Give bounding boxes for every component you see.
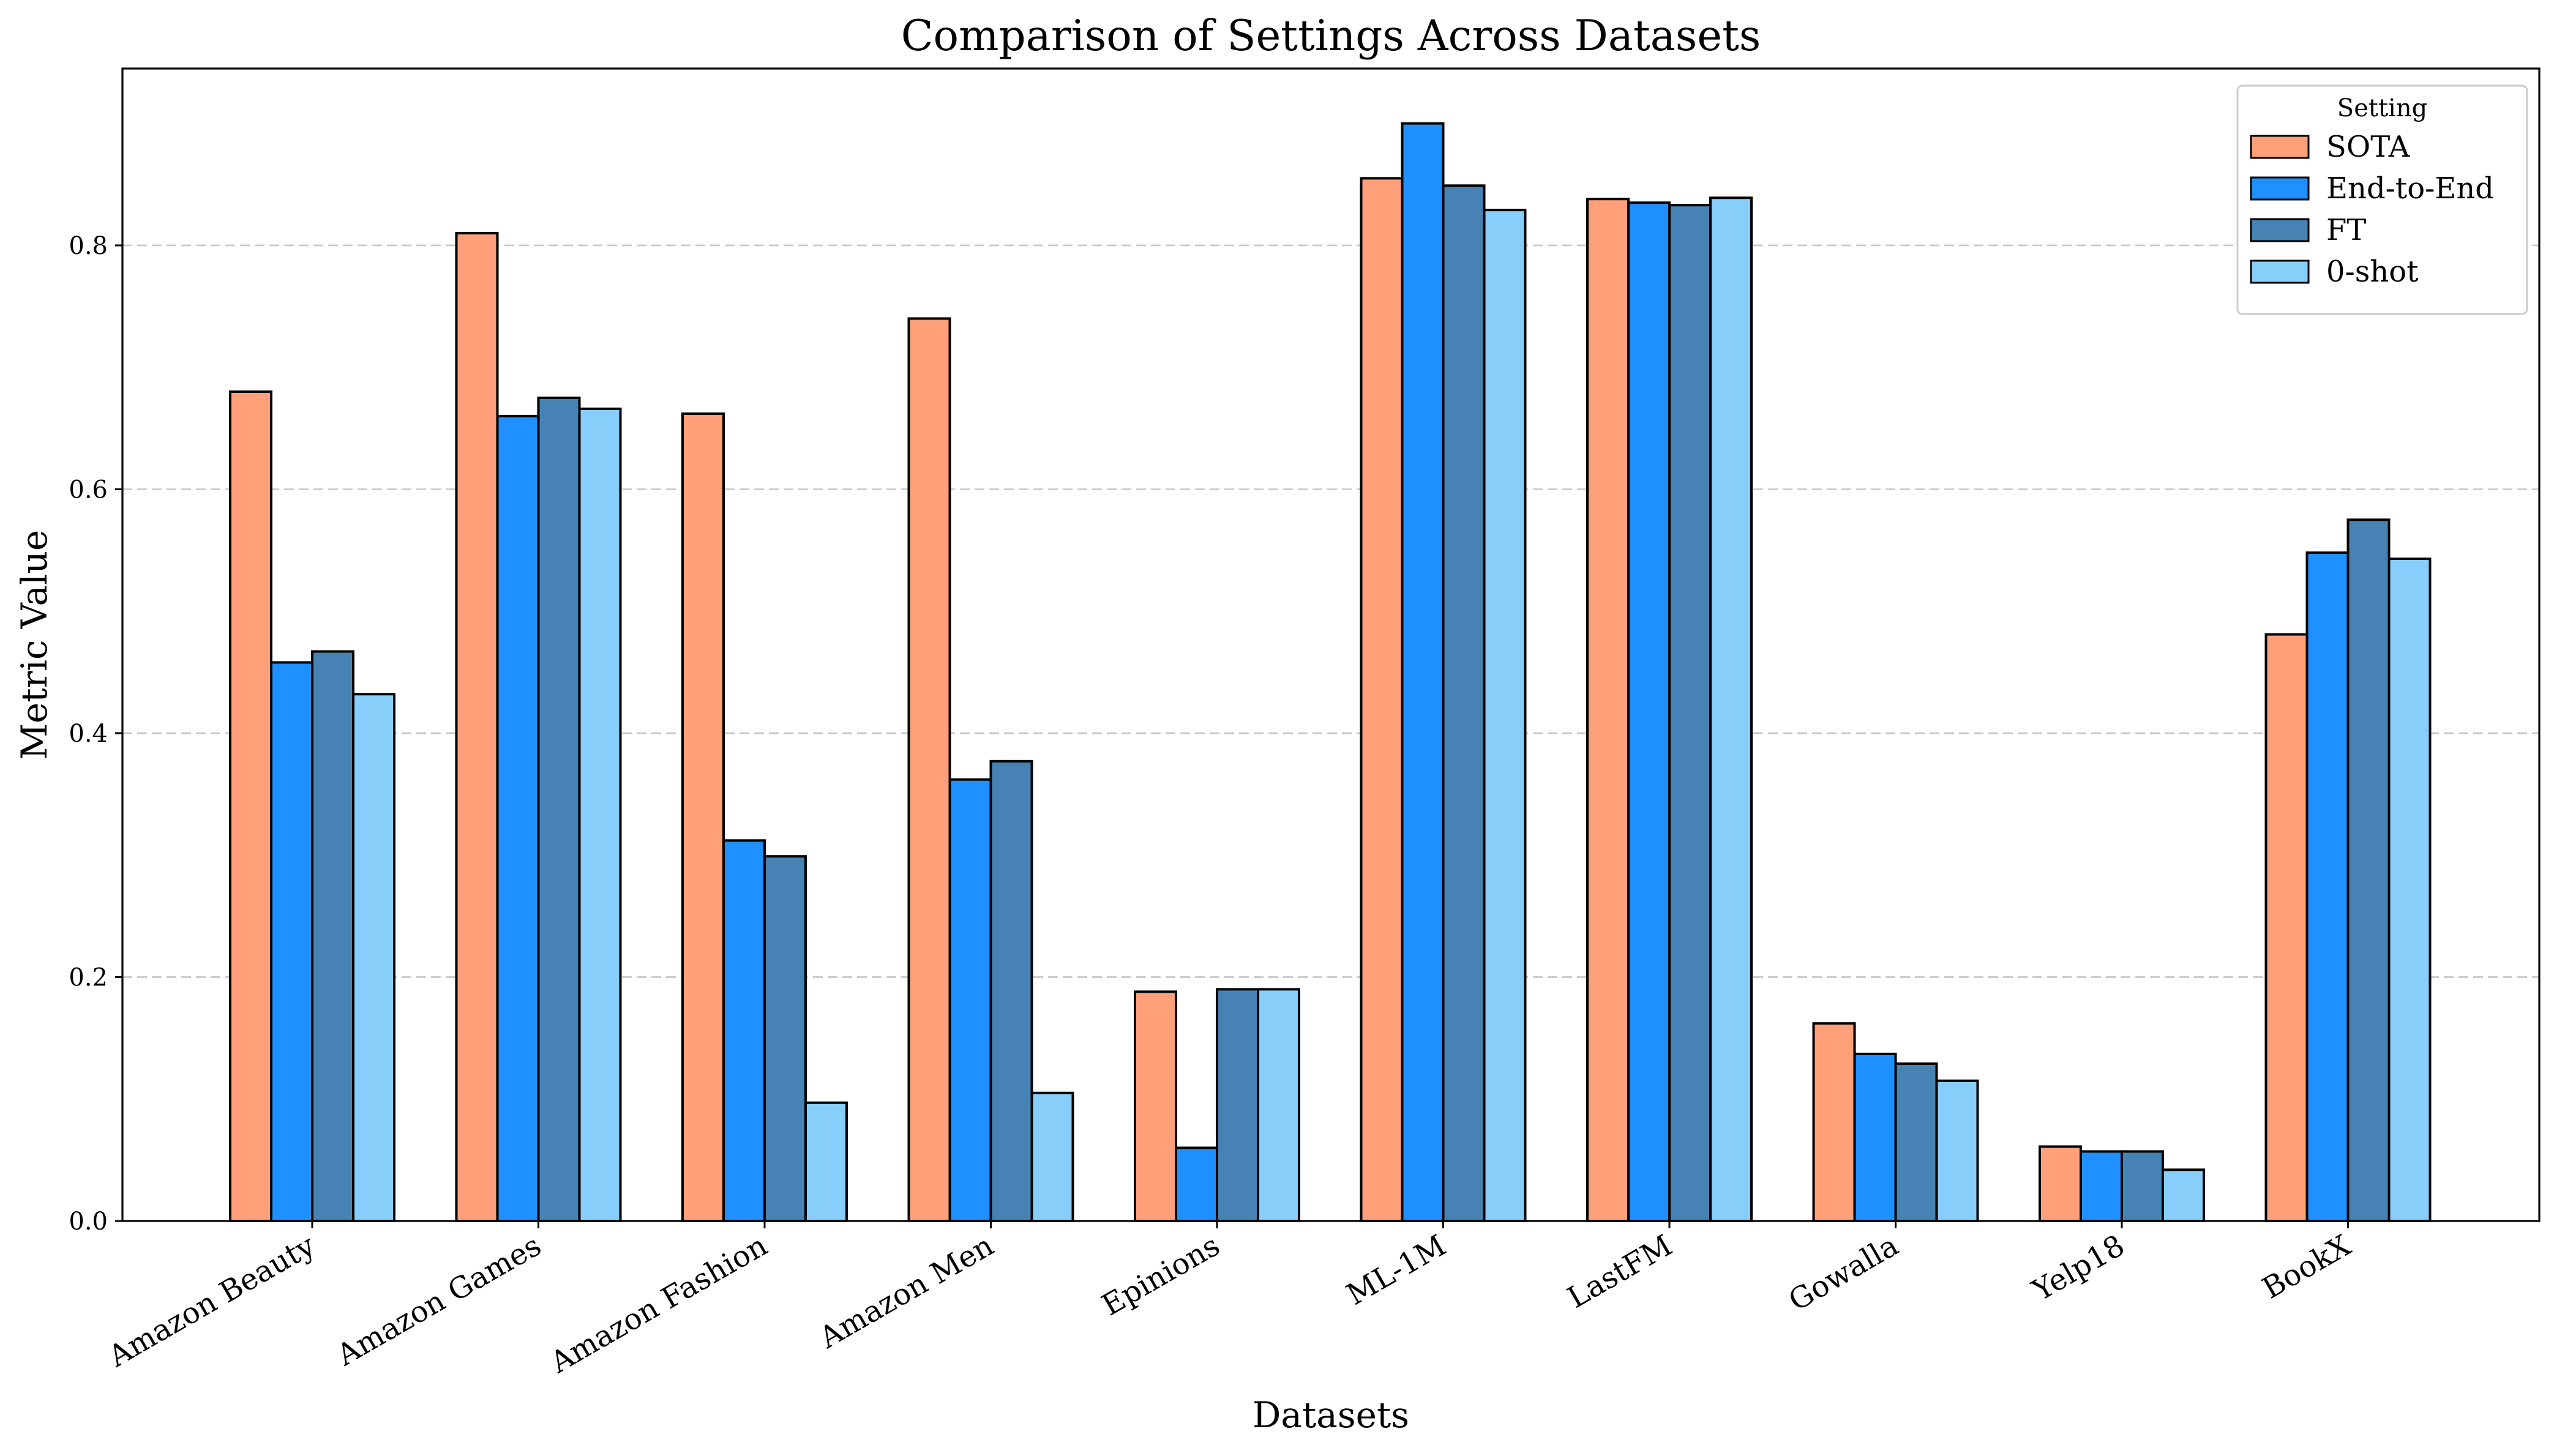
bar-0-shot-ml-1m	[1483, 209, 1527, 1222]
y-tick-label: 0.0	[69, 1208, 108, 1236]
bar-0-shot-lastfm	[1709, 196, 1753, 1222]
bar-ft-yelp18	[2121, 1150, 2164, 1223]
bar-0-shot-epinions	[1257, 988, 1300, 1222]
legend-entry-label: End-to-End	[2326, 171, 2494, 206]
bar-end-to-end-lastfm	[1627, 201, 1671, 1222]
legend-box	[2236, 84, 2528, 315]
legend: Setting SOTA End-to-End FT 0-shot	[2236, 84, 2528, 315]
legend-swatch	[2250, 259, 2310, 284]
bar-sota-gowalla	[1812, 1022, 1856, 1222]
bar-sota-yelp18	[2039, 1145, 2082, 1223]
bar-ft-amazon-beauty	[311, 650, 354, 1222]
y-axis-label: Metric Value	[13, 530, 55, 760]
bar-sota-bookx	[2264, 633, 2309, 1222]
bar-end-to-end-amazon-beauty	[270, 661, 313, 1222]
bar-0-shot-amazon-men	[1030, 1091, 1074, 1223]
x-axis-label: Datasets	[1253, 1394, 1409, 1436]
bar-ft-ml-1m	[1442, 184, 1486, 1222]
bar-end-to-end-yelp18	[2080, 1150, 2123, 1223]
bar-sota-epinions	[1134, 990, 1177, 1222]
bar-sota-amazon-men	[907, 317, 951, 1223]
y-tick-label: 0.8	[69, 232, 108, 260]
bar-ft-amazon-games	[537, 397, 581, 1222]
bar-0-shot-amazon-games	[578, 407, 622, 1222]
plot-frame	[121, 67, 2541, 1222]
legend-swatch	[2250, 218, 2310, 242]
bar-sota-lastfm	[1586, 198, 1630, 1222]
bar-end-to-end-amazon-fashion	[722, 839, 766, 1223]
legend-entry-label: 0-shot	[2326, 255, 2419, 289]
bar-0-shot-gowalla	[1935, 1079, 1979, 1222]
bar-end-to-end-gowalla	[1853, 1053, 1897, 1222]
bar-sota-amazon-games	[455, 232, 499, 1222]
bar-end-to-end-amazon-games	[496, 414, 540, 1222]
bar-ft-gowalla	[1894, 1062, 1938, 1222]
legend-swatch	[2250, 176, 2310, 201]
bar-0-shot-bookx	[2387, 558, 2432, 1222]
y-tick-label: 0.2	[69, 963, 108, 991]
bar-end-to-end-ml-1m	[1401, 122, 1445, 1223]
y-axis: 0.0 0.2 0.4 0.6 0.8	[69, 232, 122, 1236]
bar-sota-amazon-fashion	[681, 412, 725, 1222]
chart-title: Comparison of Settings Across Datasets	[901, 12, 1761, 61]
bar-0-shot-yelp18	[2162, 1168, 2205, 1223]
bar-end-to-end-epinions	[1175, 1146, 1218, 1223]
legend-entry-label: FT	[2326, 213, 2366, 247]
bar-0-shot-amazon-fashion	[804, 1101, 848, 1222]
bar-sota-ml-1m	[1360, 177, 1404, 1222]
y-tick-label: 0.6	[69, 476, 108, 504]
bar-ft-amazon-fashion	[763, 855, 807, 1222]
legend-swatch	[2250, 135, 2310, 159]
bar-ft-lastfm	[1668, 204, 1712, 1222]
bar-ft-epinions	[1216, 988, 1259, 1222]
bar-ft-amazon-men	[989, 760, 1033, 1222]
legend-title: Setting	[2337, 94, 2427, 122]
legend-entry-label: SOTA	[2326, 130, 2411, 164]
y-tick-label: 0.4	[69, 720, 108, 748]
bar-sota-amazon-beauty	[229, 390, 272, 1223]
bar-end-to-end-bookx	[2305, 551, 2350, 1223]
bar-end-to-end-amazon-men	[948, 778, 992, 1223]
bar-0-shot-amazon-beauty	[352, 693, 395, 1222]
bar-ft-bookx	[2346, 518, 2391, 1222]
